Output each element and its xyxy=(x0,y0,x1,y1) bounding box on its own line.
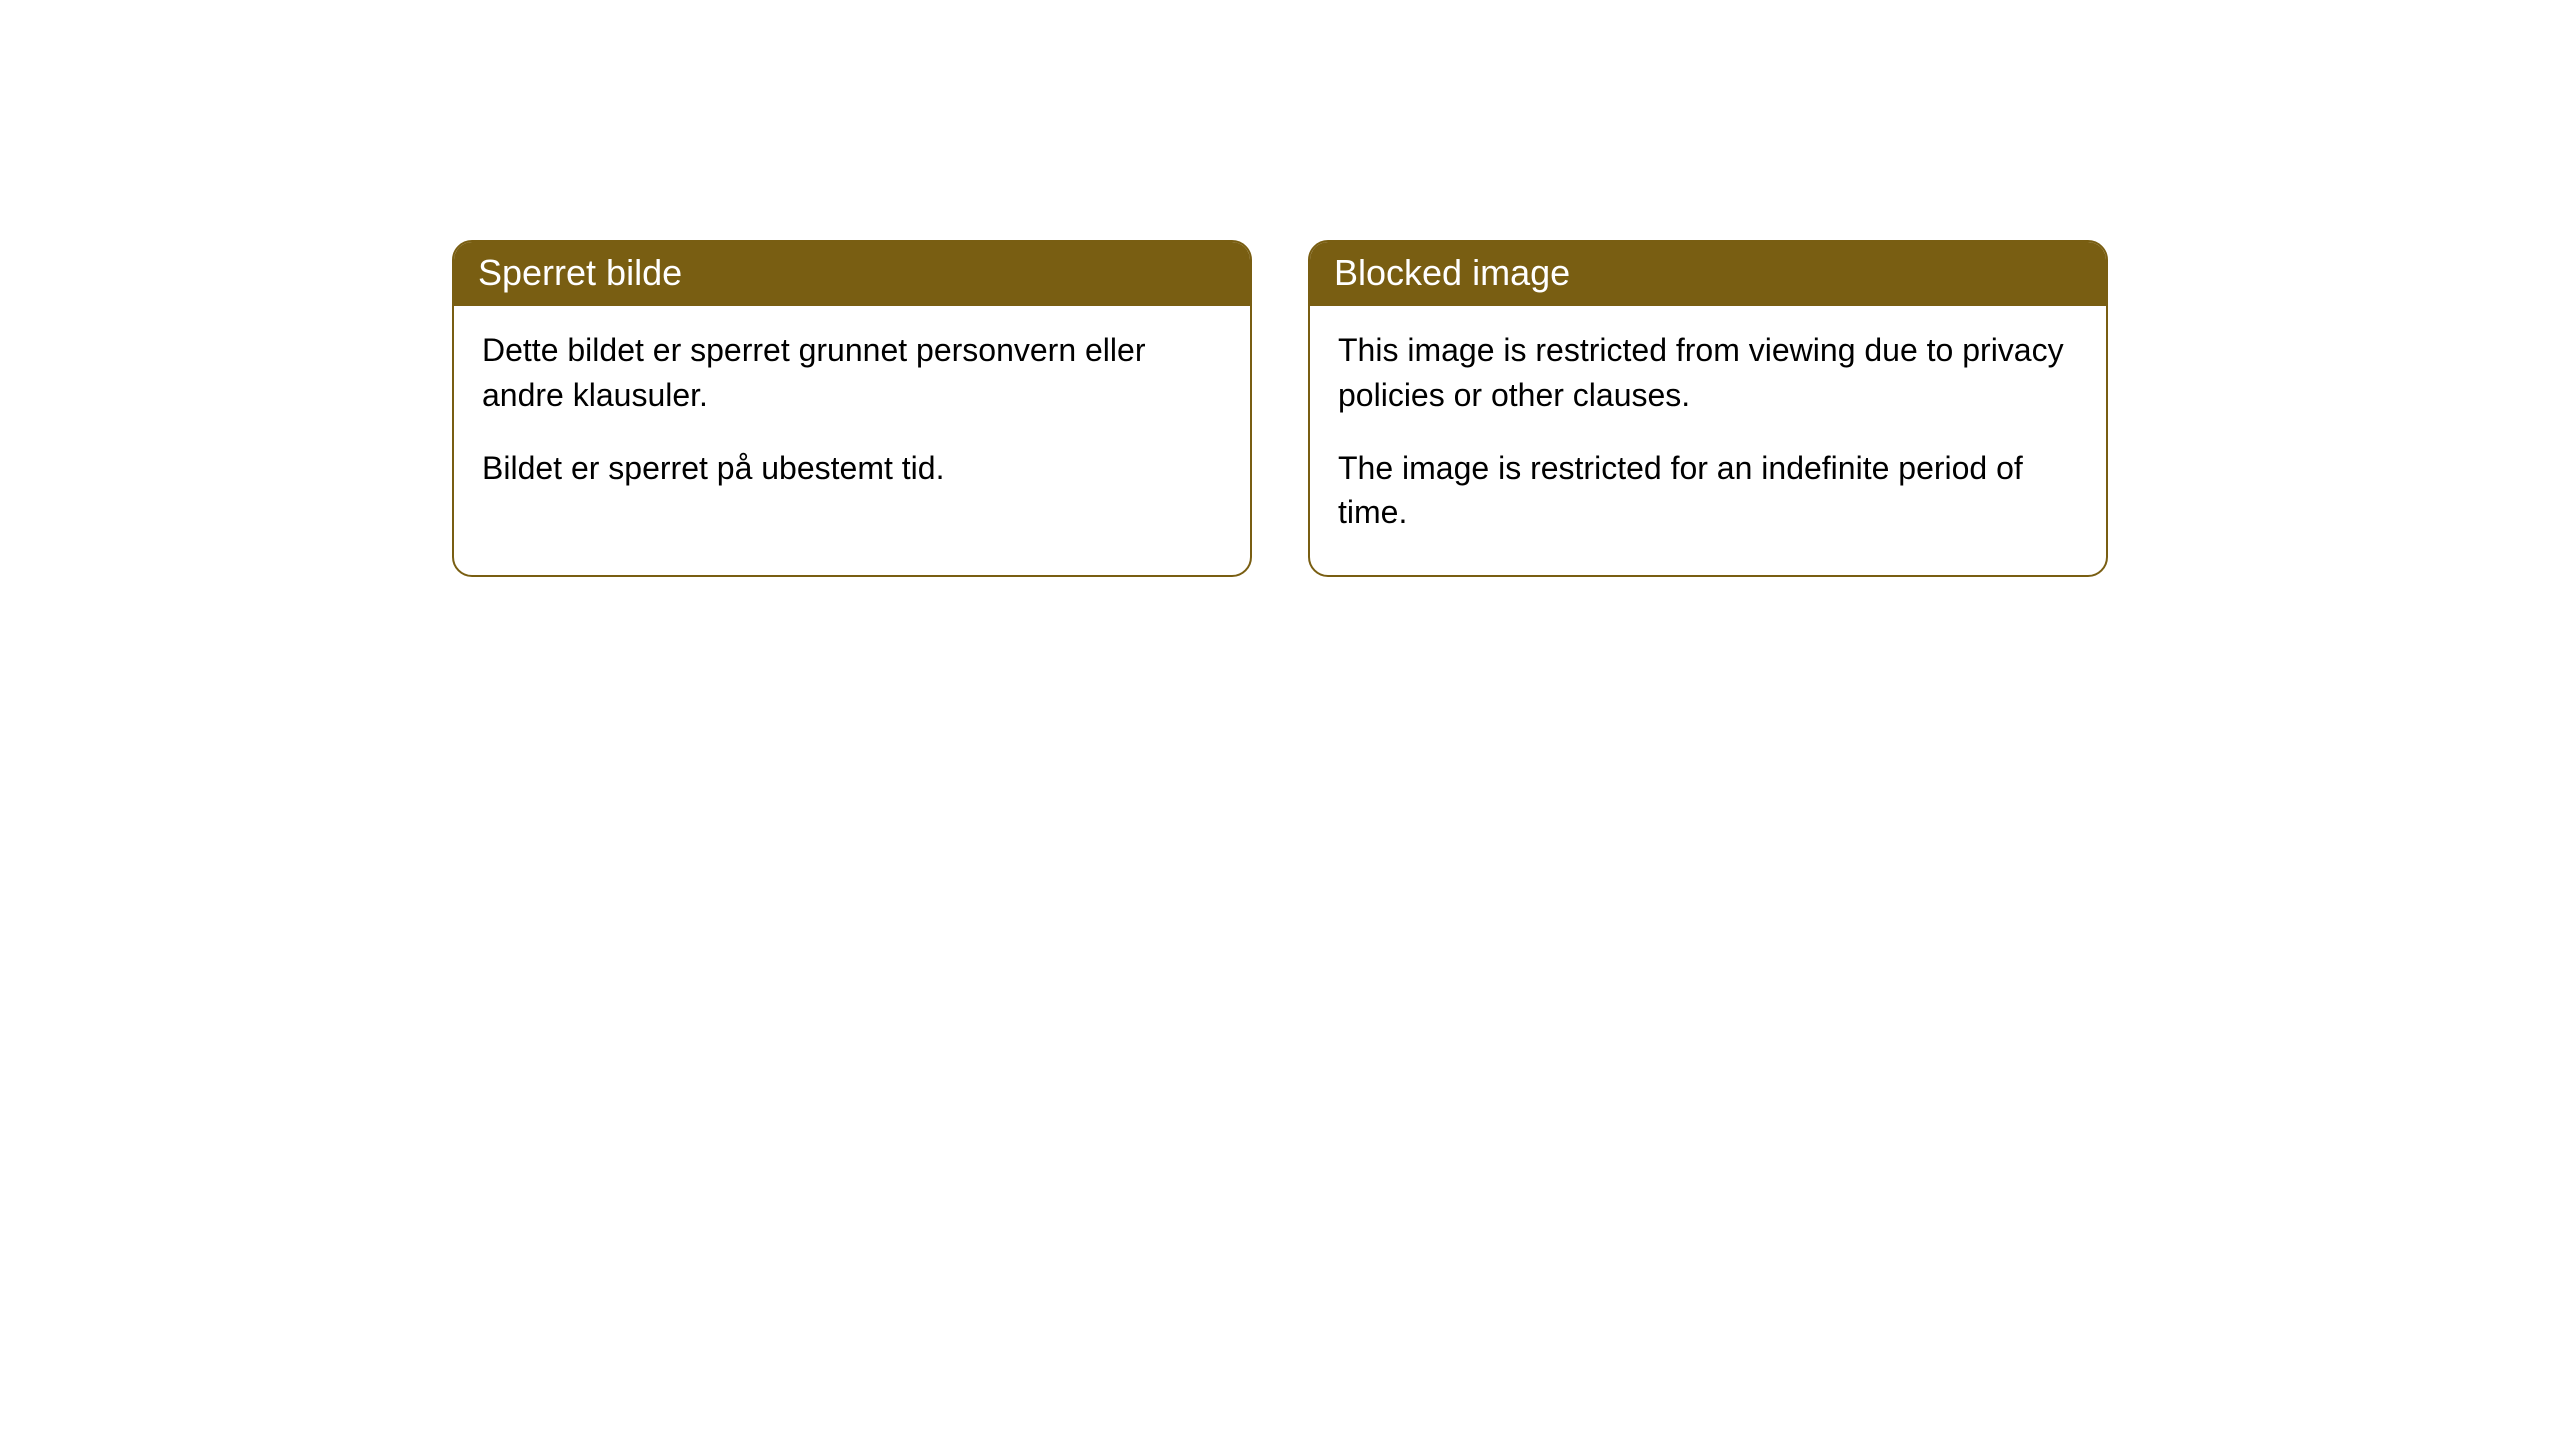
card-paragraph: The image is restricted for an indefinit… xyxy=(1338,446,2078,536)
notice-cards-container: Sperret bilde Dette bildet er sperret gr… xyxy=(452,240,2108,577)
card-title: Blocked image xyxy=(1334,252,1570,293)
blocked-image-card-norwegian: Sperret bilde Dette bildet er sperret gr… xyxy=(452,240,1252,577)
card-paragraph: Dette bildet er sperret grunnet personve… xyxy=(482,328,1222,418)
card-title: Sperret bilde xyxy=(478,252,682,293)
card-header: Blocked image xyxy=(1310,242,2106,306)
card-paragraph: Bildet er sperret på ubestemt tid. xyxy=(482,446,1222,491)
card-header: Sperret bilde xyxy=(454,242,1250,306)
card-body: Dette bildet er sperret grunnet personve… xyxy=(454,306,1250,530)
card-paragraph: This image is restricted from viewing du… xyxy=(1338,328,2078,418)
blocked-image-card-english: Blocked image This image is restricted f… xyxy=(1308,240,2108,577)
card-body: This image is restricted from viewing du… xyxy=(1310,306,2106,575)
